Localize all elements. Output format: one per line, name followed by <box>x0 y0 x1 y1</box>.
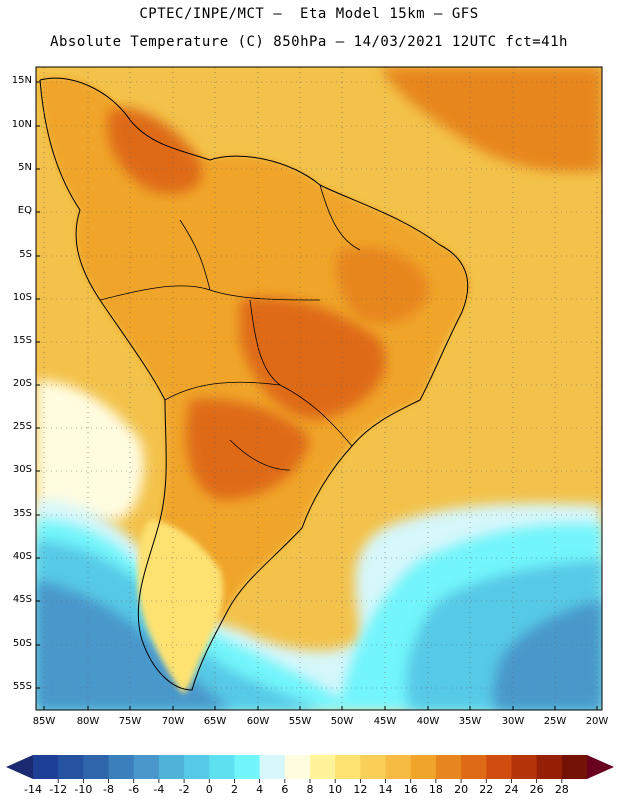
lon-label: 35W <box>458 716 482 727</box>
legend-tick-label: 20 <box>454 783 469 796</box>
legend-swatch <box>158 755 185 779</box>
legend-swatch <box>486 755 512 779</box>
legend-high-arrow <box>587 755 614 779</box>
legend-swatch <box>33 755 59 779</box>
lon-label: 30W <box>501 716 525 727</box>
legend-tick-label: 12 <box>353 783 368 796</box>
pacific-cool-tongue <box>36 380 144 525</box>
legend-tick-label: -12 <box>49 783 68 796</box>
graticule <box>36 67 602 710</box>
map-field <box>36 67 602 710</box>
legend-low-arrow <box>6 755 33 779</box>
lon-label: 65W <box>203 716 227 727</box>
lon-label: 50W <box>330 716 354 727</box>
lon-label: 40W <box>416 716 440 727</box>
lat-label: 45S <box>12 594 32 605</box>
legend-tick-label: 18 <box>428 783 443 796</box>
lat-label: 15S <box>12 335 32 346</box>
hot-core-central <box>240 297 386 420</box>
legend-swatch <box>284 755 311 779</box>
legend-swatch <box>310 755 336 779</box>
lat-label: 10S <box>12 292 32 303</box>
legend-tick-label: -8 <box>103 783 115 796</box>
lat-label: 10N <box>11 119 32 130</box>
legend-tick-label: -4 <box>153 783 165 796</box>
legend-swatch <box>58 755 84 779</box>
legend-tick-label: -10 <box>74 783 93 796</box>
legend-tick-label: 24 <box>504 783 519 796</box>
coastline <box>39 77 469 691</box>
legend-tick-label: 28 <box>554 783 569 796</box>
lon-label: 75W <box>118 716 142 727</box>
legend-swatch <box>561 755 588 779</box>
legend-tick-label: 22 <box>479 783 494 796</box>
legend-swatch <box>435 755 462 779</box>
legend-swatch <box>511 755 538 779</box>
lat-label: 15N <box>11 75 32 86</box>
legend-tick-label: 4 <box>256 783 264 796</box>
hot-core-north <box>107 108 202 194</box>
hot-core-east <box>336 246 430 324</box>
lon-label: 60W <box>246 716 270 727</box>
legend-tick-label: 2 <box>230 783 238 796</box>
legend-swatch <box>184 755 210 779</box>
legend-swatch <box>133 755 160 779</box>
legend-tick-label: -6 <box>128 783 140 796</box>
plot-frame <box>35 66 603 711</box>
lon-label: 85W <box>32 716 56 727</box>
lon-label: 45W <box>373 716 397 727</box>
legend-swatch <box>360 755 387 779</box>
lat-label: 25S <box>12 421 32 432</box>
legend-tick-label: -14 <box>24 783 42 796</box>
legend-tick-label: 10 <box>328 783 343 796</box>
lon-label: 80W <box>76 716 100 727</box>
legend-swatch <box>83 755 110 779</box>
lon-label: 25W <box>543 716 567 727</box>
legend-swatch <box>108 755 135 779</box>
legend-tick-label: -2 <box>178 783 190 796</box>
lat-label: 5S <box>19 249 32 260</box>
legend-tick-label: 26 <box>529 783 544 796</box>
lat-label: EQ <box>17 205 32 216</box>
legend-tick-label: 0 <box>205 783 213 796</box>
axis-ticks <box>36 81 598 710</box>
hot-core-south <box>186 399 310 500</box>
lon-label: 70W <box>161 716 185 727</box>
lat-label: 20S <box>12 378 32 389</box>
lat-label: 5N <box>18 162 32 173</box>
lat-label: 35S <box>12 508 32 519</box>
lon-label: 55W <box>288 716 312 727</box>
legend-swatch <box>335 755 361 779</box>
legend-swatch <box>385 755 412 779</box>
south-america-land <box>40 77 470 690</box>
legend-swatch <box>209 755 235 779</box>
title-line-2: Absolute Temperature (C) 850hPa – 14/03/… <box>50 34 568 50</box>
lat-label: 40S <box>12 551 32 562</box>
legend-swatch <box>461 755 487 779</box>
legend-tick-label: 6 <box>281 783 289 796</box>
lat-label: 30S <box>12 464 32 475</box>
legend-swatch <box>536 755 563 779</box>
color-legend <box>6 755 614 783</box>
legend-tick-label: 14 <box>378 783 393 796</box>
legend-swatch <box>259 755 286 779</box>
legend-swatch <box>234 755 261 779</box>
lat-label: 55S <box>12 681 32 692</box>
legend-tick-label: 16 <box>403 783 418 796</box>
lat-label: 50S <box>12 638 32 649</box>
legend-swatch <box>410 755 437 779</box>
lon-label: 20W <box>585 716 609 727</box>
patagonia-land <box>137 520 224 694</box>
legend-tick-label: 8 <box>306 783 314 796</box>
title-line-1: CPTEC/INPE/MCT – Eta Model 15km – GFS <box>139 6 479 22</box>
atlantic-warm-region <box>380 67 602 172</box>
